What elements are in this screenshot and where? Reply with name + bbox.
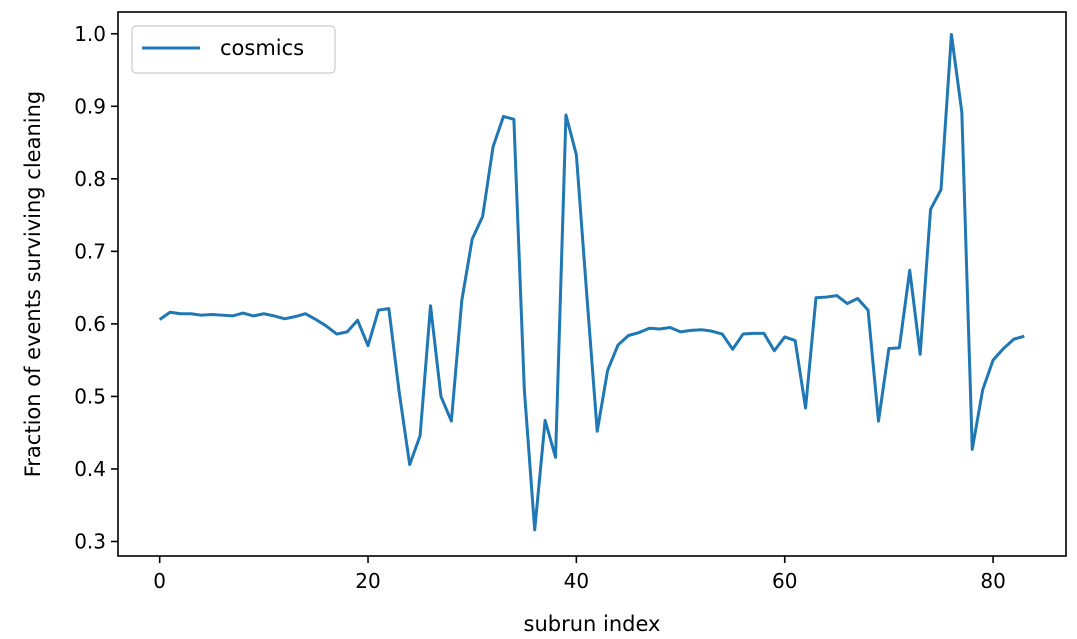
legend-label-cosmics: cosmics bbox=[220, 36, 304, 60]
x-tick-label: 0 bbox=[153, 569, 166, 593]
series-line-cosmics bbox=[158, 32, 1025, 532]
y-axis-title: Fraction of events surviving cleaning bbox=[21, 91, 45, 478]
y-tick-label: 0.7 bbox=[74, 239, 106, 263]
y-tick-label: 0.6 bbox=[74, 312, 106, 336]
y-tick-label: 0.9 bbox=[74, 94, 106, 118]
y-tick-label: 0.5 bbox=[74, 384, 106, 408]
plot-frame bbox=[117, 11, 1067, 557]
y-tick-label: 0.8 bbox=[74, 167, 106, 191]
legend-box bbox=[131, 25, 336, 74]
y-tick-label: 0.4 bbox=[74, 457, 106, 481]
x-tick-label: 60 bbox=[772, 569, 797, 593]
x-axis-title: subrun index bbox=[524, 612, 661, 636]
x-axis-ticks: 0 20 40 60 80 bbox=[153, 556, 1006, 593]
y-tick-label: 1.0 bbox=[74, 22, 106, 46]
y-tick-label: 0.3 bbox=[74, 529, 106, 553]
series-layer bbox=[158, 32, 1025, 532]
x-tick-label: 20 bbox=[355, 569, 380, 593]
legend: cosmics bbox=[131, 25, 336, 74]
y-axis-ticks: 0.3 0.4 0.5 0.6 0.7 0.8 0.9 1.0 bbox=[74, 22, 118, 553]
x-tick-label: 40 bbox=[564, 569, 589, 593]
x-tick-label: 80 bbox=[980, 569, 1005, 593]
